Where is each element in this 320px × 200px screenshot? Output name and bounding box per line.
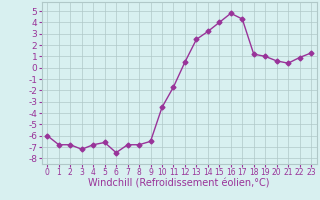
X-axis label: Windchill (Refroidissement éolien,°C): Windchill (Refroidissement éolien,°C): [88, 179, 270, 189]
